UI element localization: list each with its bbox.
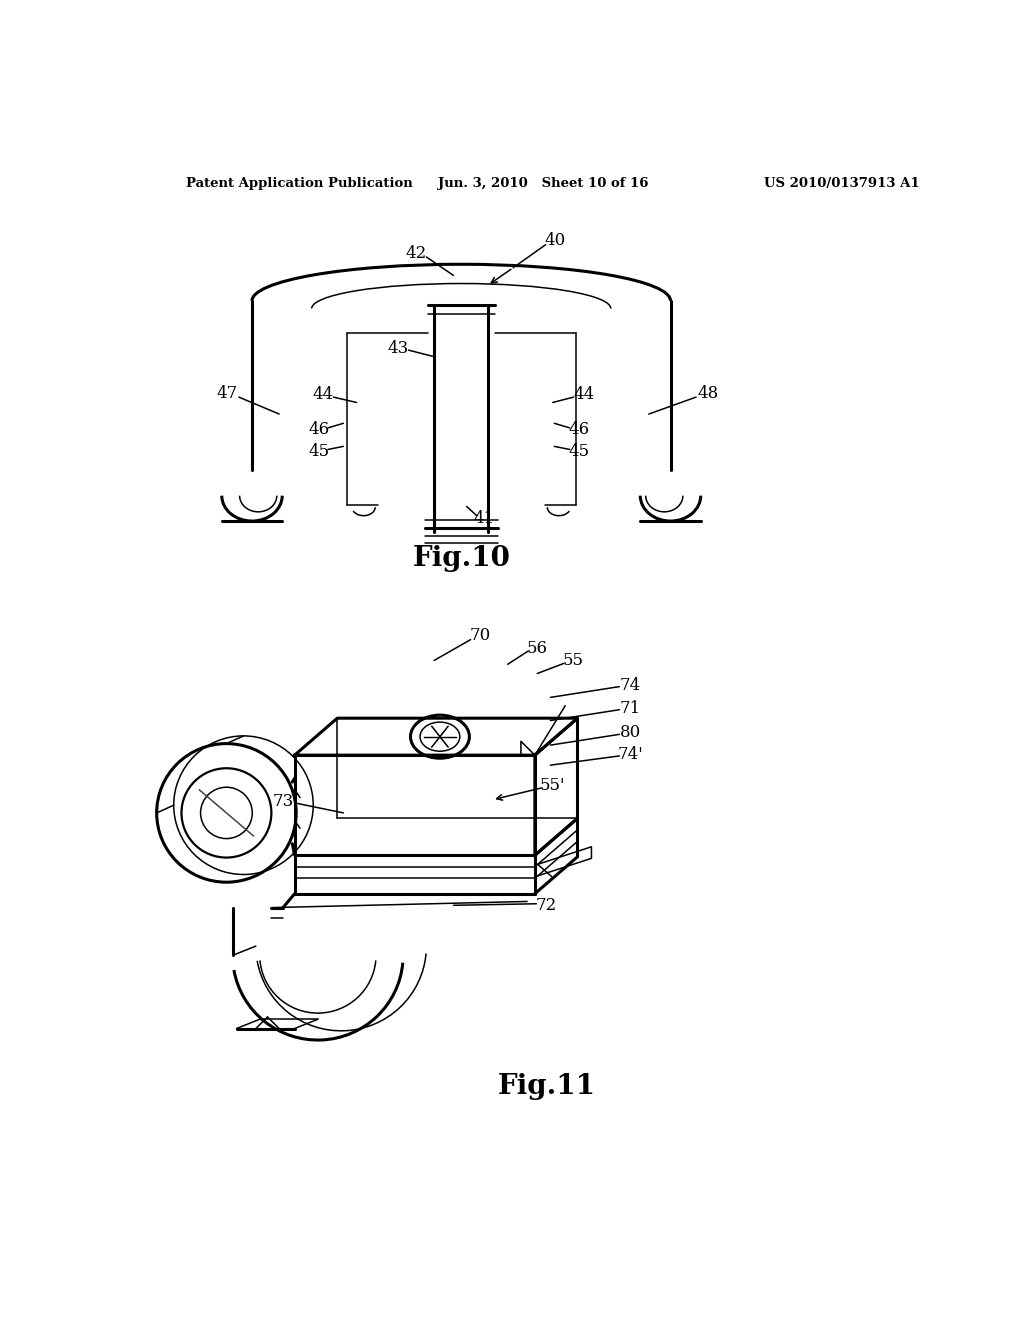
Text: 80: 80 [620, 725, 641, 742]
Text: US 2010/0137913 A1: US 2010/0137913 A1 [764, 177, 920, 190]
Text: 56: 56 [526, 640, 548, 656]
Text: 47: 47 [216, 384, 238, 401]
Text: 74: 74 [620, 677, 641, 693]
Text: Fig.10: Fig.10 [413, 545, 510, 573]
Text: 41: 41 [474, 511, 496, 527]
Text: 40: 40 [545, 232, 565, 249]
Text: Fig.11: Fig.11 [498, 1073, 596, 1100]
Text: 43: 43 [387, 341, 409, 358]
Text: 74': 74' [617, 746, 643, 763]
Text: 73: 73 [272, 793, 294, 810]
Text: 46: 46 [568, 421, 590, 438]
Text: 42: 42 [406, 244, 427, 261]
Text: 45: 45 [309, 442, 330, 459]
Text: Jun. 3, 2010   Sheet 10 of 16: Jun. 3, 2010 Sheet 10 of 16 [438, 177, 648, 190]
Text: Patent Application Publication: Patent Application Publication [186, 177, 413, 190]
Text: 45: 45 [568, 442, 590, 459]
Text: 71: 71 [620, 700, 641, 717]
Text: 44: 44 [312, 387, 334, 404]
Text: 48: 48 [697, 384, 718, 401]
Text: 55: 55 [563, 652, 584, 669]
Text: 70: 70 [470, 627, 492, 644]
Text: 46: 46 [309, 421, 330, 438]
Text: 44: 44 [573, 387, 594, 404]
Text: 72: 72 [536, 896, 557, 913]
Text: 55': 55' [540, 777, 565, 795]
